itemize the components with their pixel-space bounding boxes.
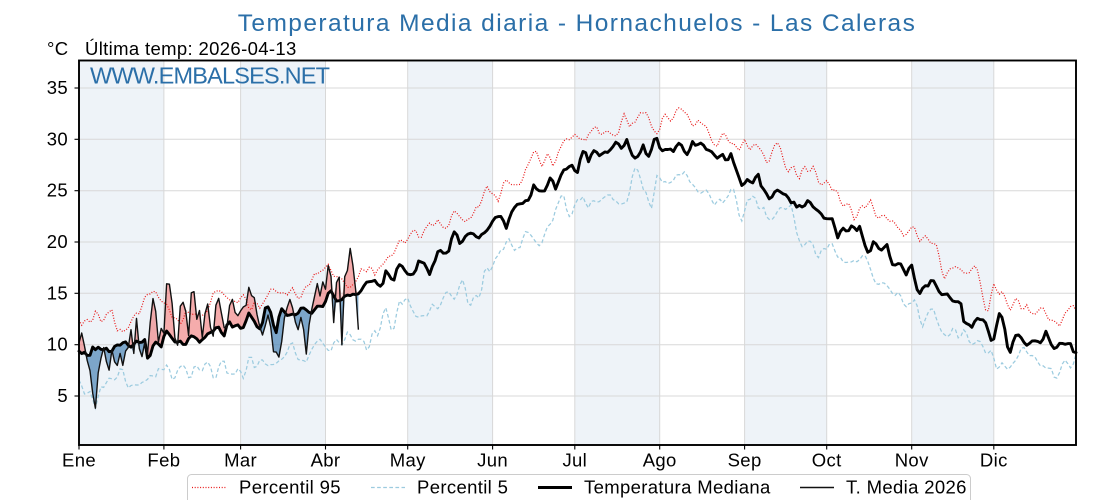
svg-text:Ago: Ago [643, 450, 677, 471]
svg-text:Mar: Mar [224, 450, 257, 471]
svg-text:Sep: Sep [728, 450, 762, 471]
svg-text:Jul: Jul [562, 450, 587, 471]
svg-text:Ene: Ene [62, 450, 96, 471]
svg-text:15: 15 [47, 282, 68, 303]
svg-text:Temperatura Mediana: Temperatura Mediana [584, 477, 771, 498]
svg-text:Abr: Abr [311, 450, 341, 471]
svg-text:35: 35 [47, 77, 68, 98]
svg-text:Dic: Dic [980, 450, 1008, 471]
svg-text:Percentil 5: Percentil 5 [417, 477, 508, 498]
svg-text:Feb: Feb [147, 450, 180, 471]
svg-text:Nov: Nov [895, 450, 929, 471]
svg-text:30: 30 [47, 128, 68, 149]
svg-text:Última temp: 2026-04-13: Última temp: 2026-04-13 [85, 38, 297, 59]
svg-text:5: 5 [57, 385, 68, 406]
svg-text:Jun: Jun [477, 450, 508, 471]
svg-text:Temperatura Media diaria - Hor: Temperatura Media diaria - Hornachuelos … [238, 10, 917, 37]
svg-text:T. Media 2026: T. Media 2026 [846, 477, 967, 498]
svg-text:May: May [390, 450, 426, 471]
svg-text:10: 10 [47, 334, 68, 355]
svg-text:°C: °C [47, 38, 68, 59]
svg-text:25: 25 [47, 180, 68, 201]
svg-text:Percentil 95: Percentil 95 [239, 477, 341, 498]
svg-text:20: 20 [47, 231, 68, 252]
svg-text:Oct: Oct [812, 450, 842, 471]
svg-text:WWW.EMBALSES.NET: WWW.EMBALSES.NET [90, 63, 330, 89]
